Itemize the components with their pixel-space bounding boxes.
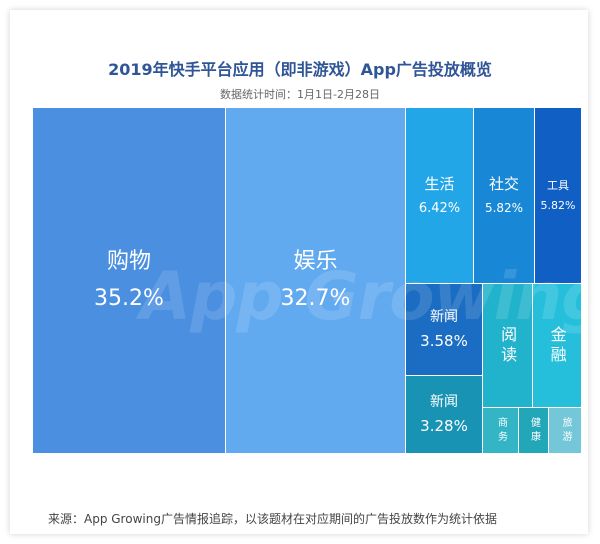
treemap-cell-social: 社交 5.82% bbox=[474, 108, 535, 284]
treemap-cell-health: 健康 bbox=[519, 408, 549, 454]
treemap-value: 3.28% bbox=[420, 417, 468, 436]
treemap-value: 5.82% bbox=[540, 198, 576, 212]
treemap-cell-news1: 新闻 3.58% bbox=[406, 284, 483, 376]
treemap-cell-reading: 阅读 bbox=[483, 284, 533, 408]
treemap-label: 旅游 bbox=[560, 416, 571, 445]
treemap-value: 3.58% bbox=[420, 332, 468, 351]
treemap-label: 阅读 bbox=[498, 325, 518, 366]
chart-subtitle: 数据统计时间：1月1日-2月28日 bbox=[220, 88, 380, 101]
treemap-value: 6.42% bbox=[418, 200, 461, 216]
treemap-label: 购物 bbox=[106, 248, 151, 274]
treemap-value: 35.2% bbox=[94, 286, 164, 311]
treemap-cell-travel: 旅游 bbox=[549, 408, 582, 454]
treemap-cell-life: 生活 6.42% bbox=[406, 108, 474, 284]
treemap-cell-finance: 金融 bbox=[533, 284, 582, 408]
treemap-cell-shopping: 购物 35.2% bbox=[33, 108, 226, 454]
source-note: 来源：App Growing广告情报追踪，以该题材在对应期间的广告投放数作为统计… bbox=[48, 512, 497, 526]
treemap-label: 社交 bbox=[488, 175, 519, 194]
treemap-value: 32.7% bbox=[280, 286, 351, 311]
treemap-label: 商务 bbox=[495, 416, 507, 445]
treemap-label: 娱乐 bbox=[293, 248, 338, 274]
treemap-cell-entertainment: 娱乐 32.7% bbox=[226, 108, 406, 454]
treemap-cell-news2: 新闻 3.28% bbox=[406, 376, 483, 454]
treemap-label: 金融 bbox=[547, 325, 567, 366]
chart-title: 2019年快手平台应用（即非游戏）App广告投放概览 bbox=[108, 60, 492, 79]
treemap-label: 生活 bbox=[424, 174, 455, 193]
treemap-label: 新闻 bbox=[430, 308, 458, 325]
treemap-cell-tools: 工具 5.82% bbox=[535, 108, 582, 284]
treemap-label: 新闻 bbox=[430, 393, 458, 410]
treemap-cell-business: 商务 bbox=[483, 408, 519, 454]
treemap-value: 5.82% bbox=[484, 201, 524, 216]
treemap-label: 工具 bbox=[547, 179, 569, 193]
treemap-label: 健康 bbox=[528, 416, 540, 445]
